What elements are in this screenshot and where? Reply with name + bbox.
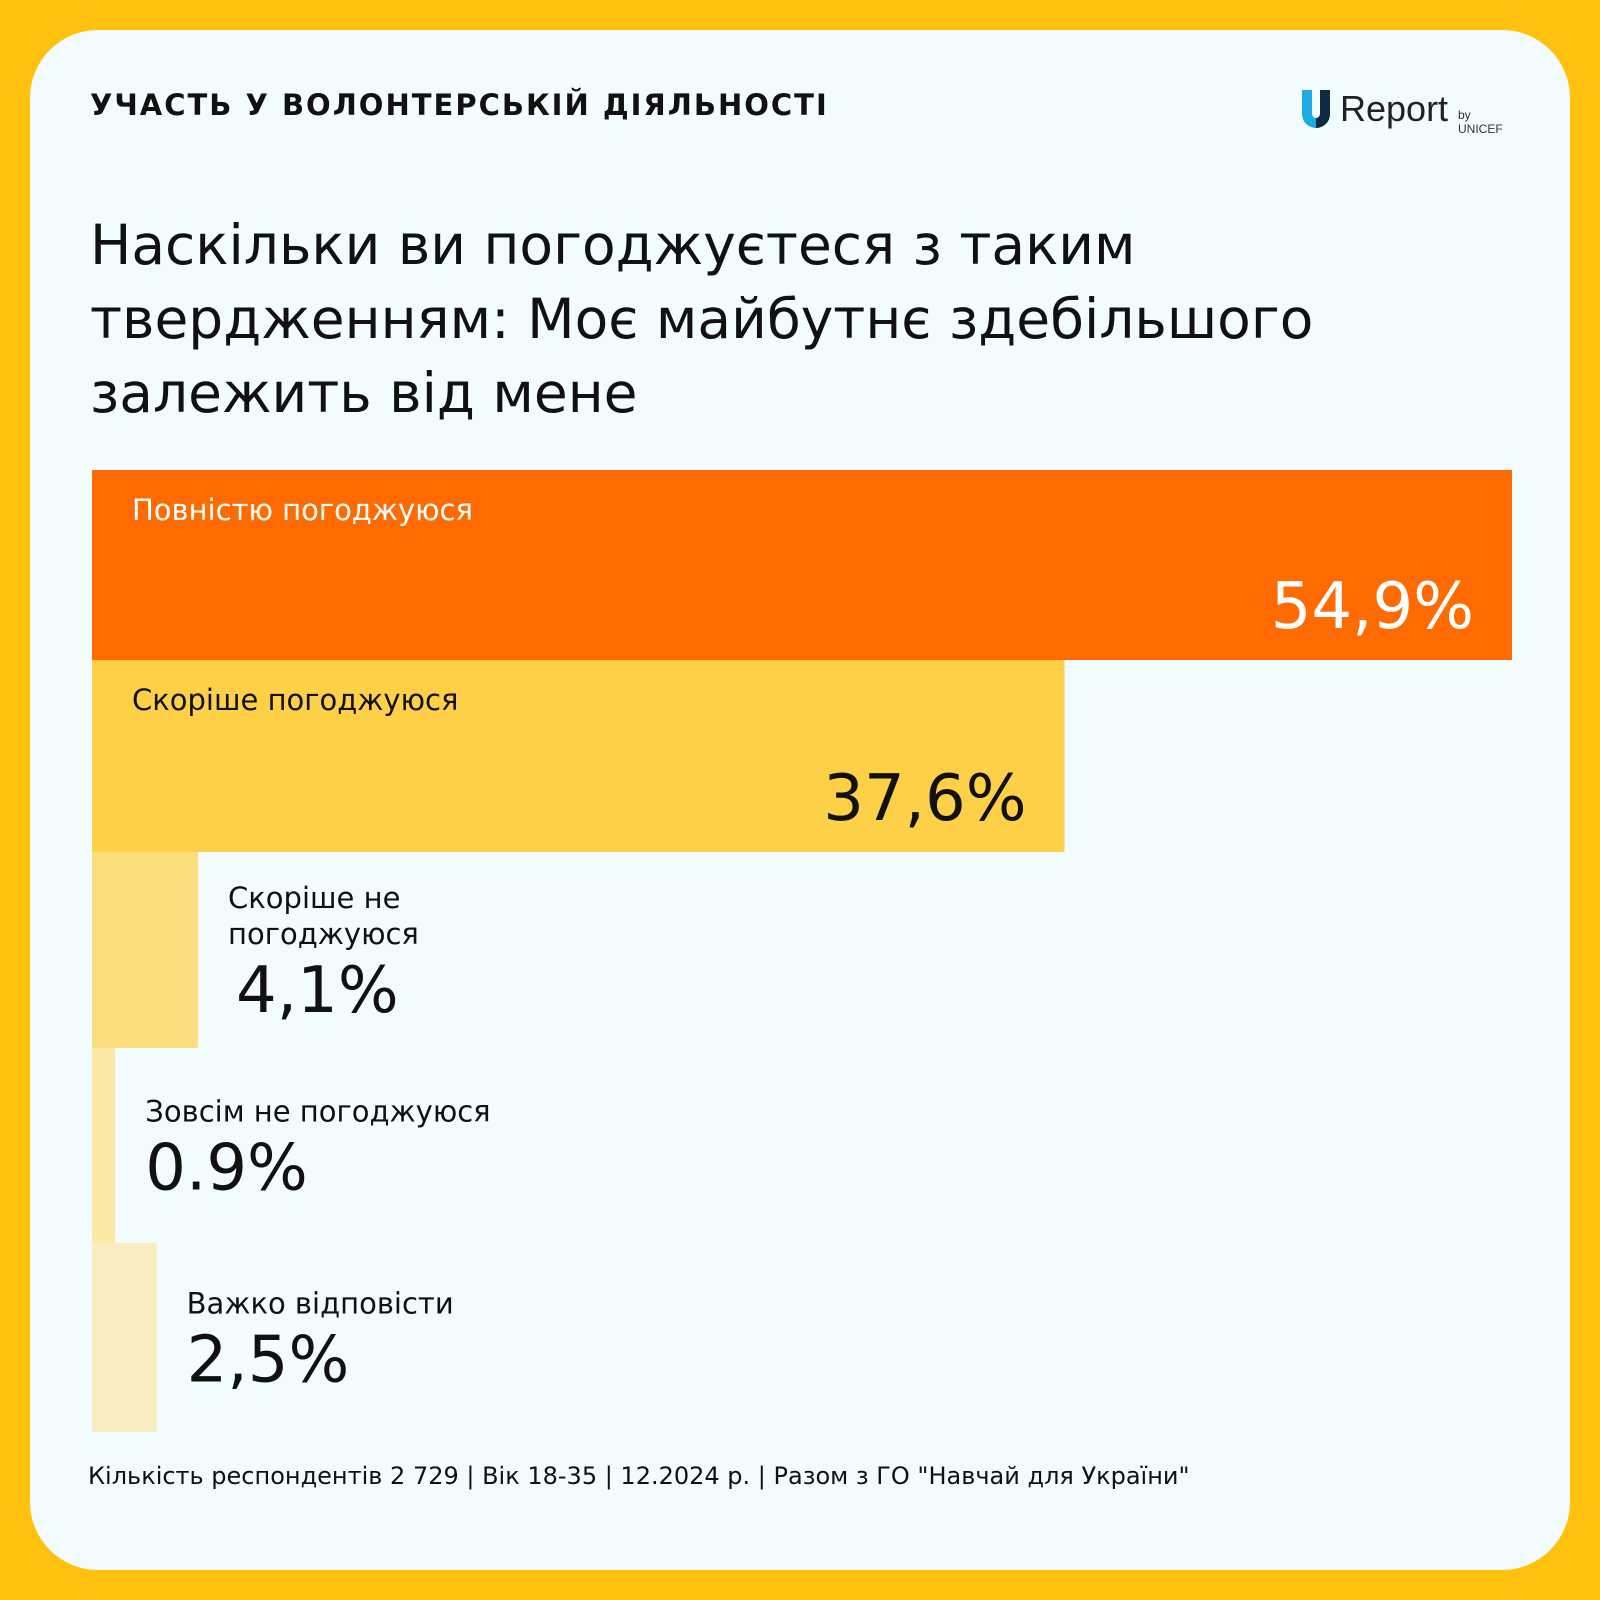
- bar-label-3: Скоріше не погоджуюся: [228, 881, 419, 951]
- bar-value-3: 4,1%: [236, 954, 399, 1028]
- bar-value-1: 54,9%: [1271, 570, 1474, 644]
- bar-5: [92, 1243, 157, 1432]
- bar-3: [92, 852, 199, 1048]
- card: УЧАСТЬ У ВОЛОНТЕРСЬКІЙ ДІЯЛЬНОСТІ Report…: [30, 30, 1570, 1570]
- bar-label-4: Зовсім не погоджуюся: [145, 1095, 490, 1129]
- bar-label-1: Повністю погоджуюся: [132, 493, 473, 527]
- question-title: Наскільки ви погоджуєтеся з таким твердж…: [90, 213, 1314, 425]
- ureport-logo: Report by UNICEF: [1298, 88, 1518, 138]
- u-logo-icon: [1302, 90, 1330, 128]
- bar-4: [92, 1048, 116, 1243]
- bar-chart: Повністю погоджуюся 54,9% Скоріше погоджую…: [92, 470, 1512, 1432]
- bar-value-2: 37,6%: [823, 762, 1026, 836]
- bar-2: [92, 660, 1065, 852]
- bar-value-4: 0.9%: [145, 1132, 308, 1206]
- bar-label-2: Скоріше погоджуюся: [132, 683, 458, 717]
- logo-by: by UNICEF: [1458, 108, 1503, 136]
- bar-1: [92, 470, 1512, 660]
- logo-brand: Report: [1340, 88, 1449, 129]
- bar-value-5: 2,5%: [187, 1324, 350, 1398]
- footer-note: Кількість респондентів 2 729 | Вік 18-35…: [88, 1462, 1190, 1490]
- section-title: УЧАСТЬ У ВОЛОНТЕРСЬКІЙ ДІЯЛЬНОСТІ: [90, 88, 829, 122]
- bar-label-5: Важко відповісти: [187, 1287, 454, 1321]
